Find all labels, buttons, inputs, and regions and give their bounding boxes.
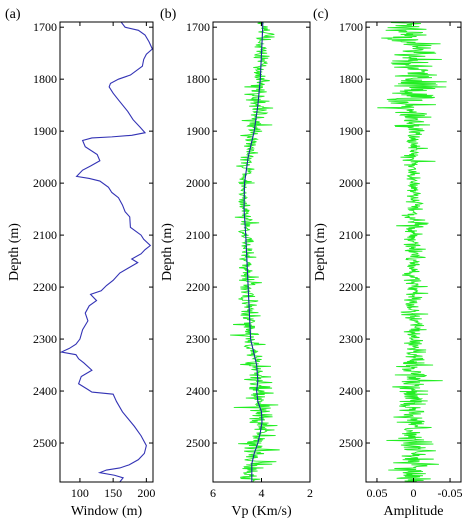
- y-tick-label: 1700: [339, 20, 363, 34]
- y-tick-label: 1900: [186, 124, 210, 138]
- y-tick-label: 2100: [186, 228, 210, 242]
- series-group: [377, 22, 447, 482]
- x-axis-title: Amplitude: [384, 504, 444, 519]
- y-axis-title: Depth (m): [313, 223, 328, 281]
- x-tick-label: 4: [259, 486, 265, 500]
- plot-frame: [59, 21, 154, 483]
- y-tick-label: 2300: [339, 332, 363, 346]
- y-tick-label: 1800: [186, 72, 210, 86]
- x-tick-label: 6: [210, 486, 216, 500]
- y-axis-title: Depth (m): [7, 223, 22, 281]
- y-tick-label: 2400: [186, 384, 210, 398]
- y-tick-label: 1800: [33, 72, 57, 86]
- y-tick-label: 1700: [186, 20, 210, 34]
- y-tick-label: 2100: [339, 228, 363, 242]
- y-tick-label: 1900: [339, 124, 363, 138]
- y-tick-label: 2500: [339, 436, 363, 450]
- x-axis-title: Window (m): [71, 504, 143, 519]
- x-axis-title: Vp (Km/s): [231, 504, 292, 519]
- series-line: [230, 22, 280, 482]
- panel-3: 1700 1800 1900 2000 2100 2200 2300 2400 2500 0.05…: [313, 7, 463, 519]
- series-group: [230, 22, 280, 482]
- x-tick-label: 200: [137, 486, 155, 500]
- y-tick-label: 2200: [186, 280, 210, 294]
- y-tick-label: 2000: [33, 176, 57, 190]
- series-line: [243, 22, 264, 482]
- x-tick-label: 100: [71, 486, 89, 500]
- y-tick-label: 2200: [33, 280, 57, 294]
- y-tick-label: 2500: [186, 436, 210, 450]
- y-tick-label: 2100: [33, 228, 57, 242]
- x-tick-label: -0.05: [438, 486, 463, 500]
- y-tick-label: 2200: [339, 280, 363, 294]
- panel-1: 1700 1800 1900 2000 2100 2200 2300 2400 2500 100 1…: [5, 7, 155, 519]
- x-tick-label: 0.05: [366, 486, 387, 500]
- y-tick-label: 2300: [186, 332, 210, 346]
- y-tick-label: 1700: [33, 20, 57, 34]
- panel-label: (c): [313, 7, 329, 22]
- panel-label: (a): [5, 7, 21, 22]
- x-tick-label: 2: [307, 486, 313, 500]
- panel-2: 1700 1800 1900 2000 2100 2200 2300 2400 2500 6 4 2 V…: [160, 7, 313, 519]
- series-group: [60, 22, 153, 482]
- y-tick-label: 1900: [33, 124, 57, 138]
- y-tick-label: 1800: [339, 72, 363, 86]
- y-tick-label: 2000: [186, 176, 210, 190]
- series-line: [377, 22, 447, 482]
- y-tick-label: 2300: [33, 332, 57, 346]
- y-tick-label: 2400: [33, 384, 57, 398]
- y-tick-label: 2000: [339, 176, 363, 190]
- y-axis-title: Depth (m): [160, 223, 175, 281]
- y-tick-label: 2400: [339, 384, 363, 398]
- y-tick-label: 2500: [33, 436, 57, 450]
- x-tick-label: 150: [104, 486, 122, 500]
- series-line: [60, 22, 153, 482]
- panel-label: (b): [160, 7, 177, 22]
- x-tick-label: 0: [411, 486, 417, 500]
